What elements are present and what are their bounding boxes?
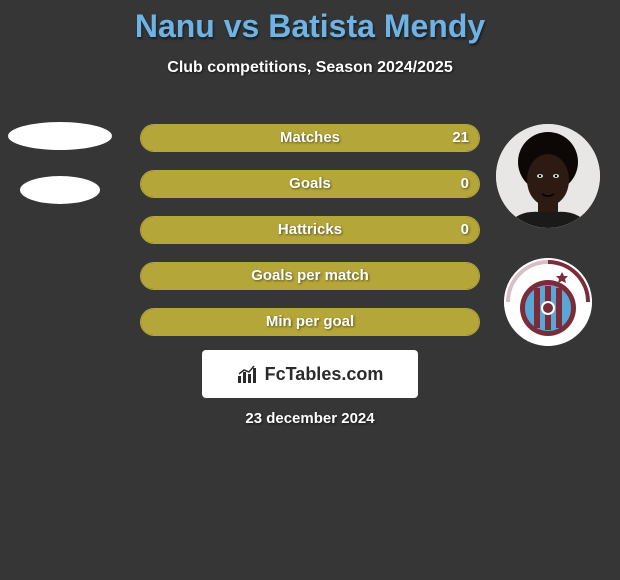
chart-icon [237, 364, 259, 384]
stat-row-goals: Goals 0 [140, 170, 480, 198]
stat-row-hattricks: Hattricks 0 [140, 216, 480, 244]
stats-container: Matches 21 Goals 0 Hattricks 0 Goals per… [140, 124, 480, 354]
stat-row-goals-per-match: Goals per match [140, 262, 480, 290]
avatar-icon [496, 124, 600, 228]
comparison-card: Nanu vs Batista Mendy Club competitions,… [0, 0, 620, 580]
watermark: FcTables.com [202, 350, 418, 398]
page-subtitle: Club competitions, Season 2024/2025 [0, 59, 620, 77]
player-avatar [496, 124, 600, 228]
date-text: 23 december 2024 [0, 410, 620, 427]
stat-value: 21 [452, 125, 469, 151]
stat-fill [141, 171, 479, 197]
club-logo [504, 258, 592, 346]
watermark-text: FcTables.com [265, 364, 384, 385]
stat-value: 0 [461, 217, 469, 243]
page-title: Nanu vs Batista Mendy [0, 0, 620, 45]
stat-row-matches: Matches 21 [140, 124, 480, 152]
club-logo-icon [504, 258, 592, 346]
stat-row-min-per-goal: Min per goal [140, 308, 480, 336]
stat-fill [141, 263, 479, 289]
stat-fill [141, 309, 479, 335]
placeholder-ellipse [8, 122, 112, 150]
stat-fill [141, 125, 479, 151]
placeholder-ellipse [20, 176, 100, 204]
stat-fill [141, 217, 479, 243]
stat-value: 0 [461, 171, 469, 197]
